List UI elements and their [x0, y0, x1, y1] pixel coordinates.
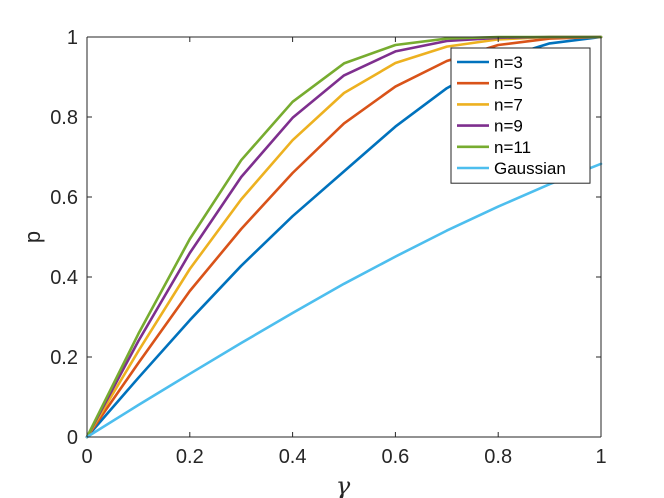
x-tick-label: 0	[81, 446, 92, 468]
y-axis-label: p	[20, 231, 45, 243]
series-line-n-5	[85, 35, 603, 439]
legend-label: n=7	[494, 95, 523, 114]
series-line-gaussian	[85, 162, 603, 439]
y-tick-label: 0.2	[50, 347, 78, 369]
x-tick-label: 0.6	[381, 446, 409, 468]
legend-box	[450, 47, 591, 184]
axes-layer: 0 0.2 0.4 0.6 0.8 1 0 0.2 0.4 0.6 0.8 1	[50, 27, 606, 468]
y-tick-label: 0	[67, 427, 78, 449]
x-tick-label: 0.2	[176, 446, 204, 468]
legend-label: n=9	[494, 117, 523, 136]
x-tick-label: 0.8	[484, 446, 512, 468]
legend-label: n=3	[494, 53, 523, 72]
legend: n=3 n=5 n=7 n=9 n=11 Gaussian	[450, 47, 591, 184]
series-layer	[85, 35, 603, 439]
legend-label: n=11	[494, 138, 531, 157]
y-tick-label: 1	[67, 27, 78, 49]
legend-label: Gaussian	[494, 159, 566, 178]
x-tick-label: 1	[595, 446, 606, 468]
y-tick-label: 0.6	[50, 187, 78, 209]
legend-label: n=5	[494, 74, 523, 93]
x-axis-label: γ	[336, 472, 351, 498]
y-tick-label: 0.8	[50, 107, 78, 129]
y-tick-label: 0.4	[50, 267, 78, 289]
x-tick-label: 0.4	[279, 446, 307, 468]
